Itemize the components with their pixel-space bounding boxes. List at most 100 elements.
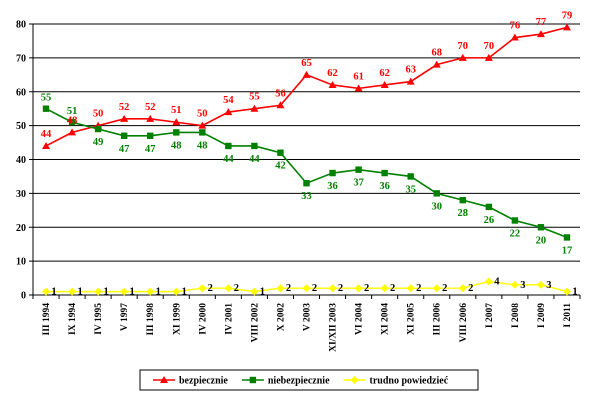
series-trudno-powiedziec <box>42 277 571 296</box>
legend-item-trudno-powiedziec: trudno powiedzieć <box>343 376 449 387</box>
data-labels: 44 48 50 52 52 51 50 54 55 56 65 62 61 62 63 68 70 70 76 77… <box>41 10 578 297</box>
x-tick-label: III 1994 <box>42 303 52 336</box>
data-label: 2 <box>286 283 291 294</box>
data-label: 3 <box>546 280 551 291</box>
data-point <box>224 108 233 116</box>
data-label: 36 <box>379 181 390 192</box>
legend-box <box>139 369 479 391</box>
y-tick-label: 50 <box>16 121 26 132</box>
data-point <box>328 284 337 293</box>
data-label: 36 <box>327 181 338 192</box>
data-point <box>120 114 129 122</box>
data-point <box>198 284 207 293</box>
data-point <box>68 128 77 136</box>
data-point <box>250 287 259 296</box>
data-point <box>354 284 363 293</box>
data-point <box>485 203 493 211</box>
x-tick-label: XI/XII 2003 <box>329 303 339 352</box>
data-point <box>329 169 336 177</box>
x-tick-label: IV 1995 <box>94 303 104 335</box>
data-label: 30 <box>431 201 442 212</box>
y-tick-label: 80 <box>16 20 26 31</box>
legend-item-bezpiecznie: bezpiecznie <box>153 376 228 387</box>
x-tick-label: IV 2001 <box>224 303 234 335</box>
data-point <box>432 284 441 293</box>
x-tick-label: V 2003 <box>303 303 313 331</box>
data-point <box>562 287 571 296</box>
data-label: 17 <box>562 245 573 256</box>
data-label: 77 <box>536 17 547 28</box>
data-label: 79 <box>562 10 573 21</box>
data-label: 1 <box>77 287 82 298</box>
y-tick-label: 60 <box>16 87 26 98</box>
data-point <box>172 118 181 126</box>
data-point <box>484 277 493 286</box>
data-point <box>42 287 51 296</box>
data-label: 26 <box>484 215 495 226</box>
data-point <box>94 287 103 296</box>
data-label: 48 <box>171 140 182 151</box>
data-label: 52 <box>119 102 130 113</box>
data-label: 62 <box>327 68 338 79</box>
x-tick-label: III 2006 <box>433 303 443 336</box>
data-point <box>42 105 50 112</box>
y-tick-label: 20 <box>16 223 26 234</box>
data-point <box>302 284 311 293</box>
legend-marker <box>160 376 168 383</box>
y-tick-label: 10 <box>16 257 26 268</box>
x-tick-label: VIII 2002 <box>250 303 260 343</box>
data-point <box>42 141 51 149</box>
data-label: 70 <box>458 41 469 52</box>
data-point <box>146 114 155 122</box>
data-label: 50 <box>93 109 104 120</box>
data-label: 49 <box>93 137 104 148</box>
data-point <box>432 60 441 68</box>
data-point <box>510 33 519 41</box>
data-label: 76 <box>510 21 521 32</box>
data-point <box>276 284 285 293</box>
data-point <box>173 129 180 136</box>
x-tick-label: X 2002 <box>276 303 286 331</box>
data-point <box>68 119 76 126</box>
data-point <box>146 287 155 296</box>
data-point <box>251 142 258 150</box>
data-label: 48 <box>197 140 208 151</box>
data-label: 2 <box>468 283 473 294</box>
x-tick-label: XI 2004 <box>381 303 391 335</box>
data-label: 65 <box>301 58 312 69</box>
y-tick-label: 30 <box>16 189 26 200</box>
data-point <box>277 149 284 156</box>
data-label: 28 <box>458 208 469 219</box>
data-point <box>537 224 545 231</box>
y-axis-ticks: 0 10 20 30 40 50 60 70 80 <box>16 20 33 302</box>
data-label: 54 <box>223 95 234 106</box>
data-point <box>380 284 389 293</box>
data-label: 48 <box>67 115 78 126</box>
data-point <box>94 125 102 133</box>
x-tick-label: VIII 2006 <box>459 303 469 343</box>
legend-label: bezpiecznie <box>179 376 228 387</box>
data-label: 51 <box>171 105 182 116</box>
data-point <box>536 30 545 38</box>
data-point <box>510 280 519 289</box>
data-point <box>381 169 388 177</box>
data-point <box>120 287 129 296</box>
x-tick-label: VI 2004 <box>355 303 365 335</box>
gridlines <box>33 23 580 262</box>
x-tick-label: III 1998 <box>146 303 156 336</box>
x-axis-ticks: III 1994 IX 1994 IV 1995 V 1997 III 1998 XI 1… <box>32 295 581 352</box>
data-label: 20 <box>536 235 547 246</box>
data-point <box>199 129 206 136</box>
data-point <box>224 284 233 293</box>
data-label: 63 <box>405 65 416 76</box>
data-label: 56 <box>275 88 286 99</box>
data-label: 55 <box>249 92 260 103</box>
data-label: 68 <box>431 48 442 59</box>
data-label: 2 <box>338 283 343 294</box>
data-label: 2 <box>312 283 317 294</box>
data-label: 55 <box>41 93 52 104</box>
data-label: 2 <box>442 283 447 294</box>
data-point <box>172 287 181 296</box>
data-label: 1 <box>260 287 265 298</box>
